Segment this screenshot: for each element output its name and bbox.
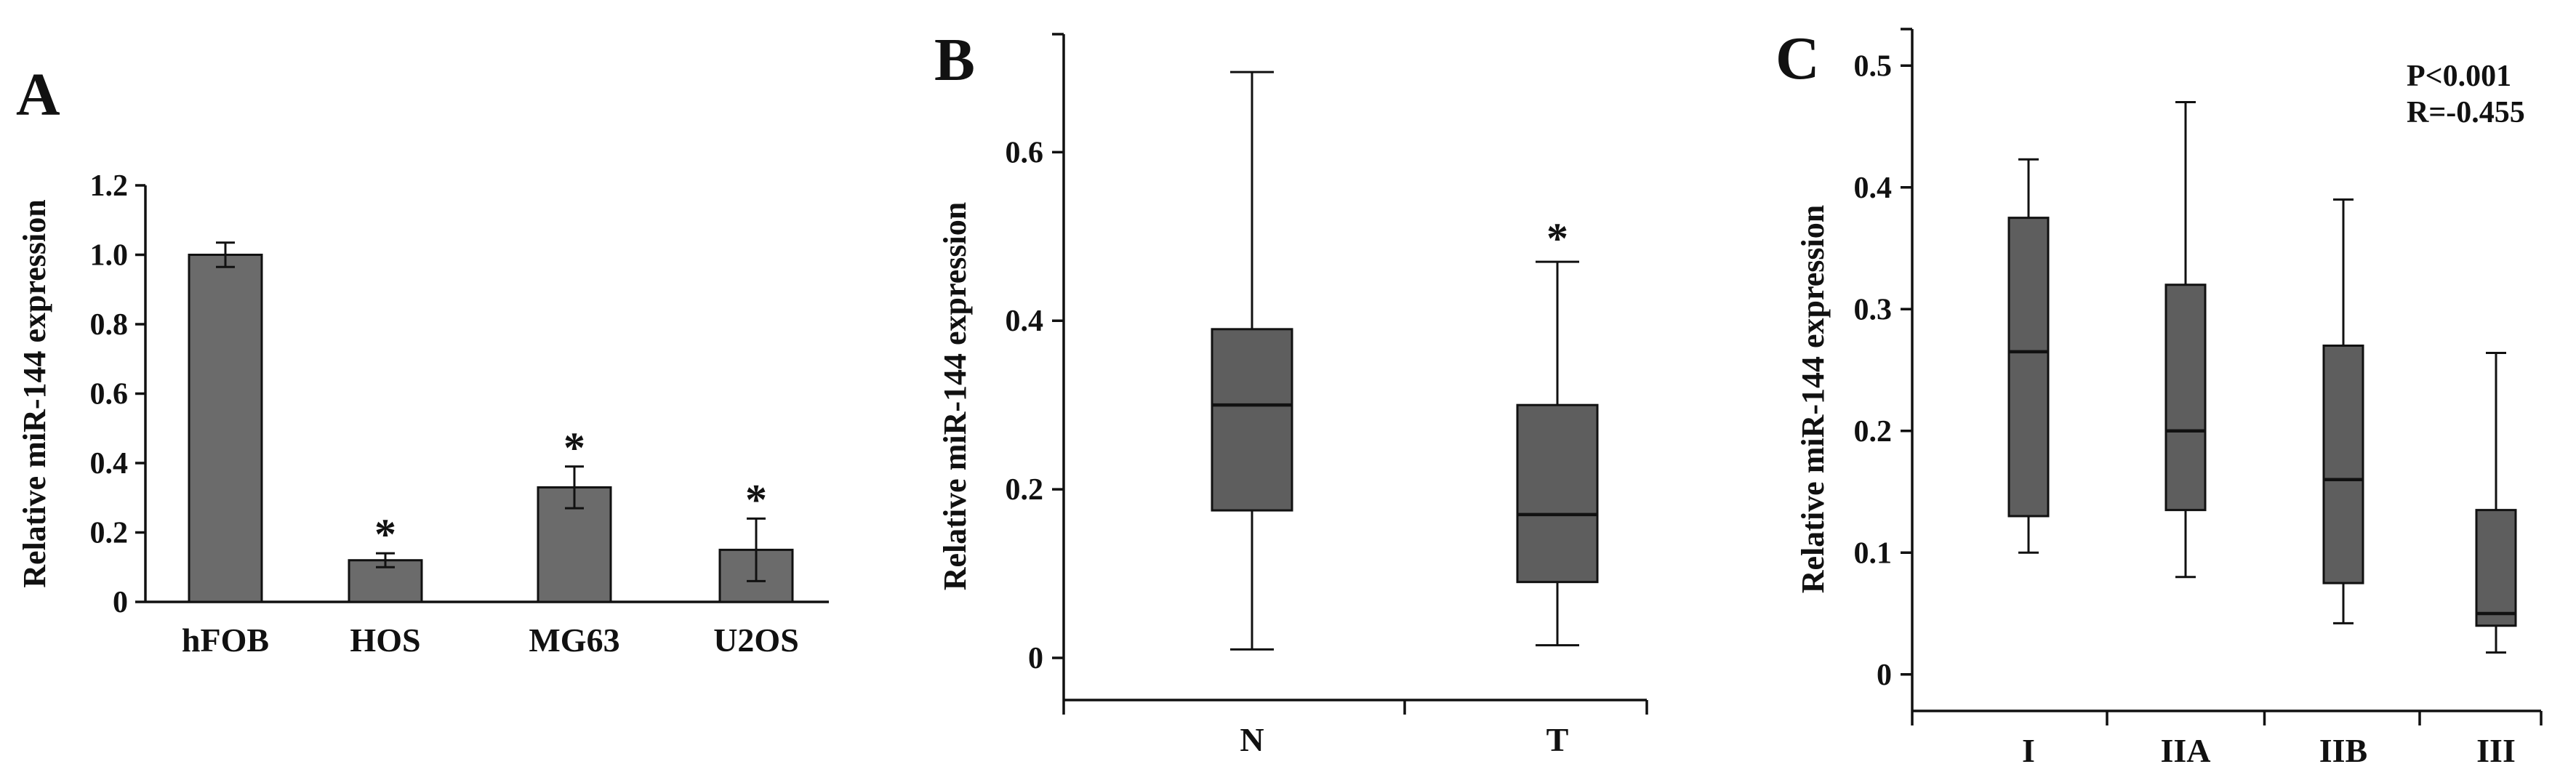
x-tick-label: MG63 bbox=[529, 622, 619, 659]
box-III bbox=[2475, 509, 2517, 627]
y-tick-label: 0 bbox=[113, 586, 128, 619]
significance-marker: * bbox=[745, 475, 767, 523]
x-tick-label: T bbox=[1546, 721, 1569, 758]
y-tick-label: 1.2 bbox=[90, 169, 129, 203]
x-tick-label: IIB bbox=[2319, 732, 2367, 764]
y-tick-label: 0.8 bbox=[90, 308, 129, 342]
p-value-text: P<0.001 bbox=[2407, 60, 2511, 93]
box-IIA bbox=[2164, 284, 2207, 512]
y-tick-label: 0.3 bbox=[1854, 293, 1893, 326]
y-tick-label: 0.4 bbox=[1854, 172, 1893, 205]
panel-label: B bbox=[934, 26, 975, 94]
x-tick-label: IIA bbox=[2160, 732, 2210, 764]
y-tick-label: 0.5 bbox=[1854, 49, 1893, 83]
significance-marker: * bbox=[374, 510, 396, 558]
box-N bbox=[1211, 328, 1293, 512]
x-tick-label: N bbox=[1240, 721, 1264, 758]
y-tick-label: 0.2 bbox=[1006, 473, 1044, 507]
x-tick-label: U2OS bbox=[713, 622, 799, 659]
correlation-text: R=-0.455 bbox=[2407, 96, 2525, 129]
bar-hFOB bbox=[188, 254, 263, 603]
y-tick-label: 0 bbox=[1028, 642, 1043, 675]
panel-a-bar-chart: A 0 0.2 0.4 0.6 0.8 1.0 1.2 Relative miR-144 exp… bbox=[16, 61, 829, 659]
y-axis-label: Relative miR-144 expression bbox=[937, 202, 973, 590]
y-tick-label: 1.0 bbox=[90, 239, 129, 273]
panel-label: C bbox=[1775, 25, 1820, 92]
y-tick-label: 0.6 bbox=[90, 378, 129, 411]
panel-b-box-plot: B 0 0.2 0.4 0.6 Relative miR-144 expression N T… bbox=[934, 26, 1648, 758]
x-tick-label: III bbox=[2476, 732, 2516, 764]
y-axis-label: Relative miR-144 expression bbox=[17, 199, 52, 587]
y-tick-label: 0.6 bbox=[1006, 136, 1044, 169]
box-I bbox=[2007, 217, 2050, 518]
y-tick-label: 0.2 bbox=[90, 517, 129, 550]
panel-c-box-plot: C 0 0.1 0.2 0.3 0.4 0.5 Relative miR-144 expres… bbox=[1775, 25, 2543, 764]
y-tick-label: 0.2 bbox=[1854, 415, 1893, 449]
x-tick-label: I bbox=[2022, 732, 2035, 764]
significance-marker: * bbox=[1546, 214, 1568, 262]
x-tick-label: HOS bbox=[350, 622, 420, 659]
panel-label: A bbox=[16, 61, 60, 129]
x-tick-label: hFOB bbox=[182, 622, 269, 659]
y-axis-label: Relative miR-144 expression bbox=[1795, 205, 1831, 593]
significance-marker: * bbox=[563, 424, 585, 472]
box-T bbox=[1516, 403, 1599, 584]
box-IIB bbox=[2322, 345, 2364, 584]
y-tick-label: 0.1 bbox=[1854, 536, 1893, 570]
y-tick-label: 0 bbox=[1877, 659, 1892, 692]
y-tick-label: 0.4 bbox=[90, 447, 129, 480]
y-tick-label: 0.4 bbox=[1006, 305, 1044, 338]
